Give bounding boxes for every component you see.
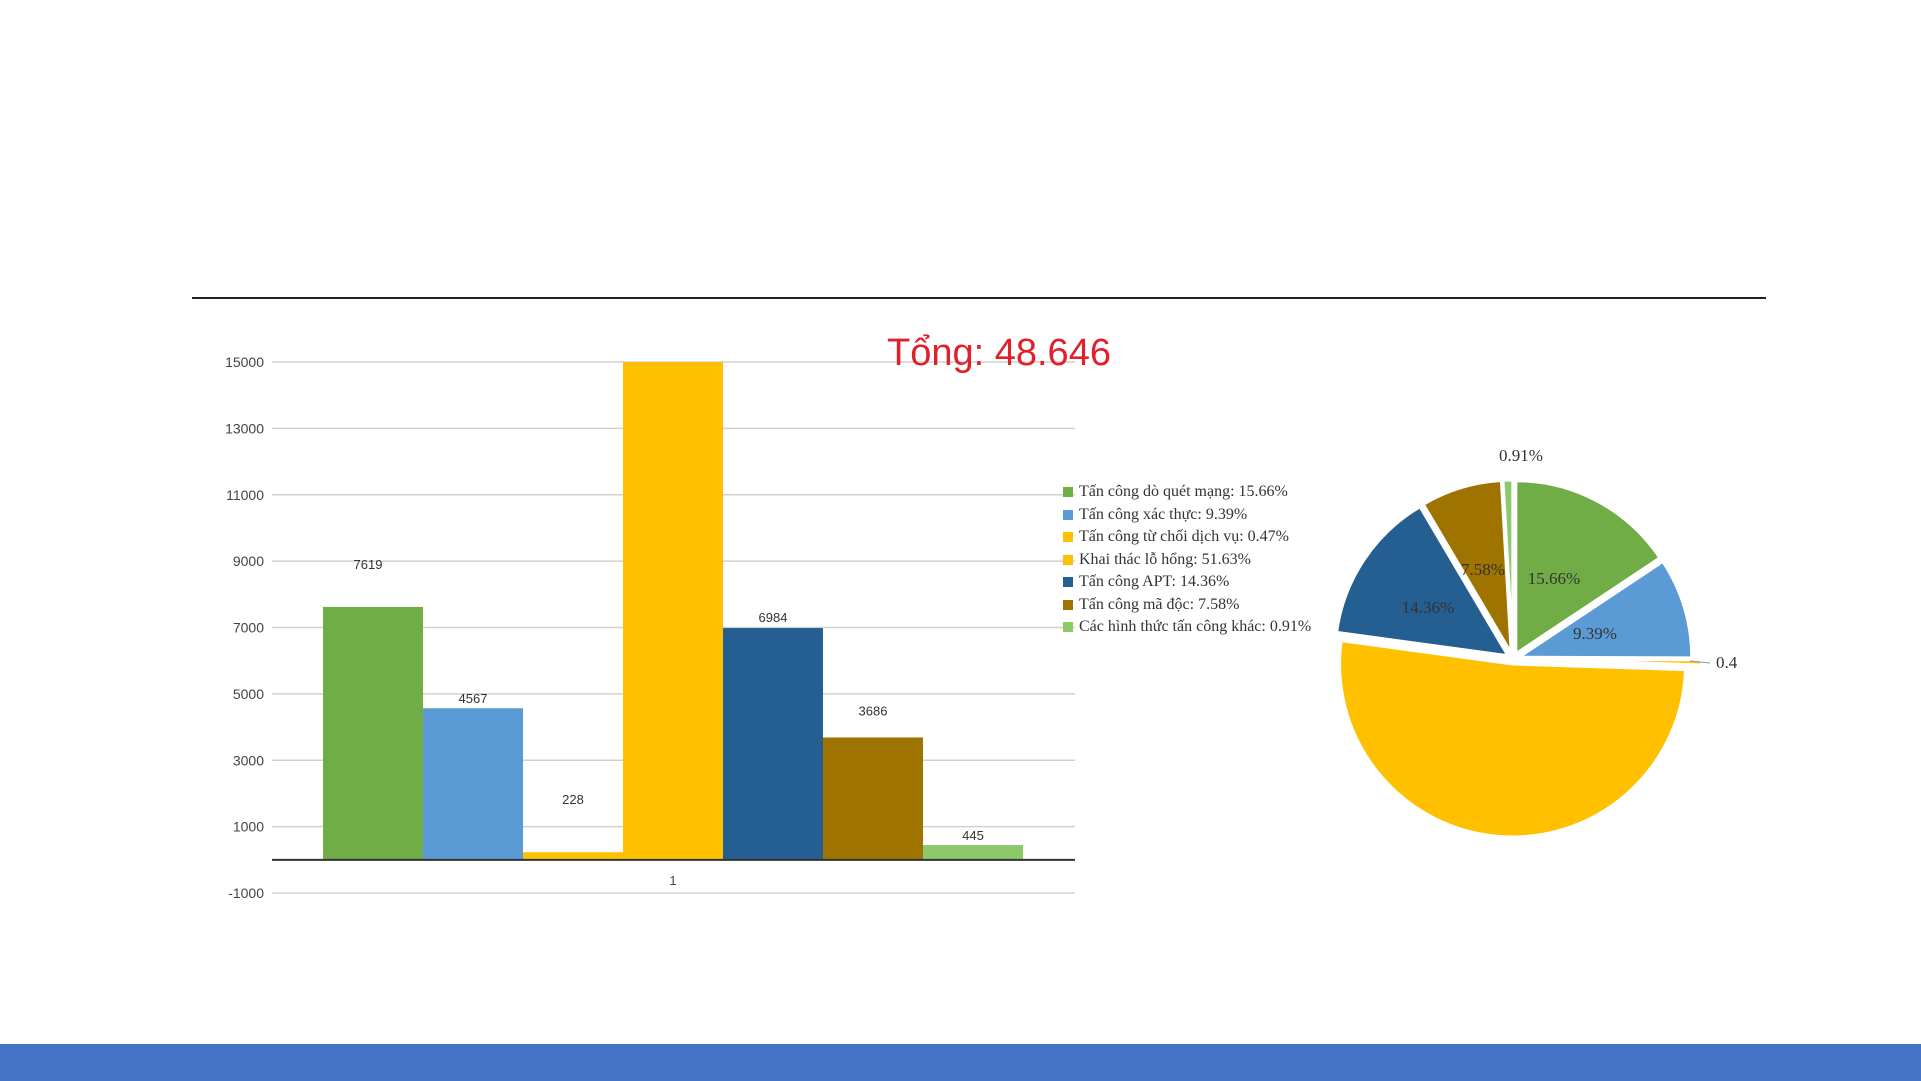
legend-swatch: [1063, 554, 1073, 565]
footer-bar: [0, 1044, 1921, 1081]
title-divider-line: [192, 297, 1766, 299]
pie-slice: [1334, 504, 1511, 658]
legend-label: Tấn công xác thực: 9.39%: [1079, 505, 1248, 523]
bar-value-label: 6984: [759, 610, 788, 625]
legend-label: Tấn công mã độc: 7.58%: [1079, 595, 1240, 613]
legend-swatch: [1063, 622, 1073, 632]
bar: [623, 362, 723, 860]
y-tick-label: 15000: [225, 354, 264, 370]
pie-slice-label: 15.66%: [1528, 569, 1580, 588]
pie-legend: Tấn công dò quét mạng: 15.66% Tấn công xá…: [1063, 481, 1353, 639]
bar: [823, 737, 923, 860]
legend-item: Khai thác lỗ hổng: 51.63%: [1063, 549, 1353, 572]
legend-item: Tấn công mã độc: 7.58%: [1063, 594, 1353, 617]
legend-label: Tấn công APT: 14.36%: [1079, 573, 1230, 590]
pie-slice: [1501, 478, 1515, 654]
pie-slice-label: 7.58%: [1461, 560, 1505, 579]
y-tick-label: 9000: [233, 553, 264, 569]
legend-swatch: [1063, 532, 1073, 542]
pie-slice: [1421, 478, 1513, 655]
legend-swatch: [1063, 599, 1073, 610]
x-category-label: 1: [669, 873, 676, 888]
bar: [723, 628, 823, 860]
bar-value-label: 445: [962, 828, 984, 843]
bar-value-label: 4567: [459, 691, 488, 706]
bar: [323, 606, 423, 860]
bar: [923, 845, 1023, 860]
pie-leader-line: [1689, 660, 1711, 664]
legend-label: Tấn công dò quét mạng: 15.66%: [1079, 483, 1288, 500]
y-tick-label: 7000: [233, 620, 264, 636]
pie-slice: [1513, 559, 1694, 660]
pie-slice: [1338, 638, 1688, 839]
pie-slice-label: 0.4: [1716, 653, 1738, 672]
pie-slice-label: 0.91%: [1499, 446, 1543, 465]
bar-value-label: 7619: [354, 557, 383, 572]
y-tick-label: 5000: [233, 686, 264, 702]
legend-label: Các hình thức tấn công khác: 0.91%: [1079, 618, 1312, 635]
y-tick-label: -1000: [228, 885, 264, 901]
y-tick-label: 1000: [233, 819, 264, 835]
y-tick-label: 3000: [233, 752, 264, 768]
legend-item: Tấn công từ chối dịch vụ: 0.47%: [1063, 526, 1353, 549]
legend-item: Tấn công xác thực: 9.39%: [1063, 504, 1353, 527]
legend-item: Các hình thức tấn công khác: 0.91%: [1063, 616, 1353, 639]
legend-swatch: [1063, 577, 1073, 587]
legend-item: Tấn công dò quét mạng: 15.66%: [1063, 481, 1353, 504]
legend-swatch: [1063, 487, 1073, 497]
y-tick-label: 11000: [226, 487, 264, 503]
bar: [423, 708, 523, 860]
bar-value-label: 228: [562, 792, 584, 807]
legend-item: Tấn công APT: 14.36%: [1063, 571, 1353, 594]
legend-label: Khai thác lỗ hổng: 51.63%: [1079, 550, 1251, 568]
pie-slice-label: 9.39%: [1573, 624, 1617, 643]
y-tick-label: 13000: [225, 420, 264, 436]
total-label: Tổng: 48.646: [887, 332, 1111, 374]
pie-slice: [1514, 479, 1662, 657]
bar: [523, 852, 623, 860]
legend-swatch: [1063, 509, 1073, 520]
bar-value-label: 3686: [859, 703, 888, 718]
pie-slice-label: 14.36%: [1402, 598, 1454, 617]
legend-label: Tấn công từ chối dịch vụ: 0.47%: [1079, 528, 1289, 545]
